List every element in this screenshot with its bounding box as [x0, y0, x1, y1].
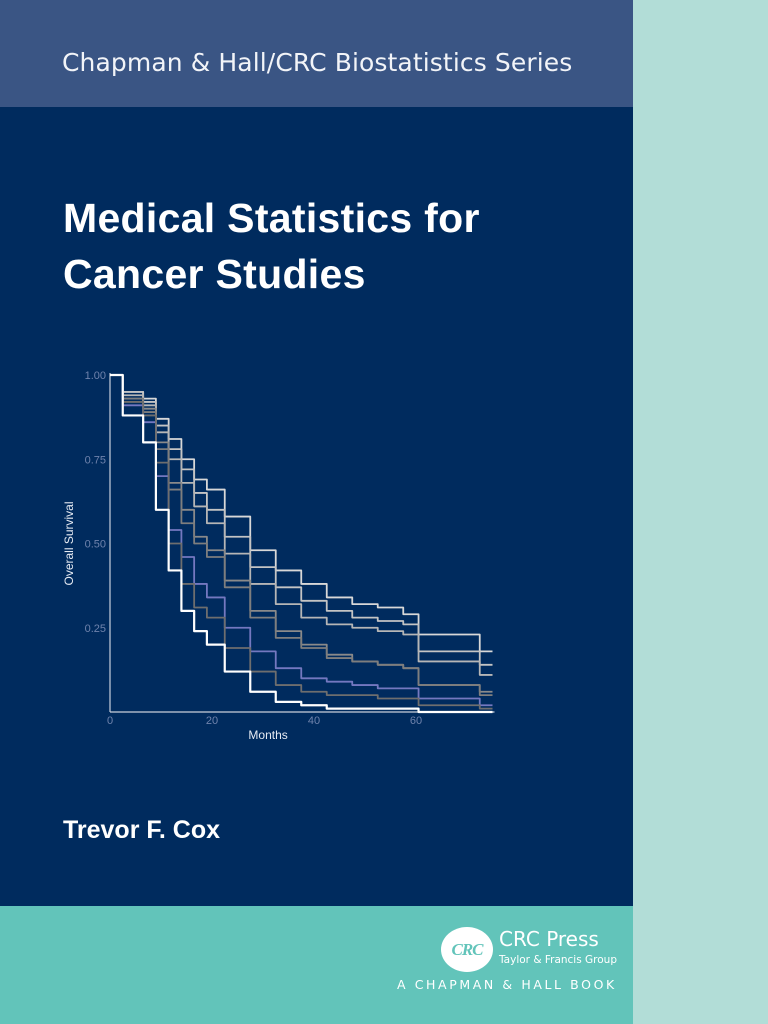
- book-title: Medical Statistics for Cancer Studies: [63, 190, 480, 302]
- imprint-line: A CHAPMAN & HALL BOOK: [397, 977, 617, 992]
- crc-logo-text: CRC: [451, 939, 483, 959]
- spine-strip: [633, 0, 768, 1024]
- publisher-band: [0, 906, 633, 1024]
- crc-logo-icon: CRC: [441, 927, 493, 972]
- series-band: Chapman & Hall/CRC Biostatistics Series: [0, 0, 633, 107]
- book-cover: [0, 0, 633, 1024]
- title-line-1: Medical Statistics for: [63, 195, 480, 241]
- title-line-2: Cancer Studies: [63, 251, 366, 297]
- publisher-group: Taylor & Francis Group: [499, 954, 617, 966]
- publisher-name: CRC Press: [499, 927, 599, 951]
- author-name: Trevor F. Cox: [63, 816, 220, 844]
- series-title: Chapman & Hall/CRC Biostatistics Series: [62, 48, 573, 77]
